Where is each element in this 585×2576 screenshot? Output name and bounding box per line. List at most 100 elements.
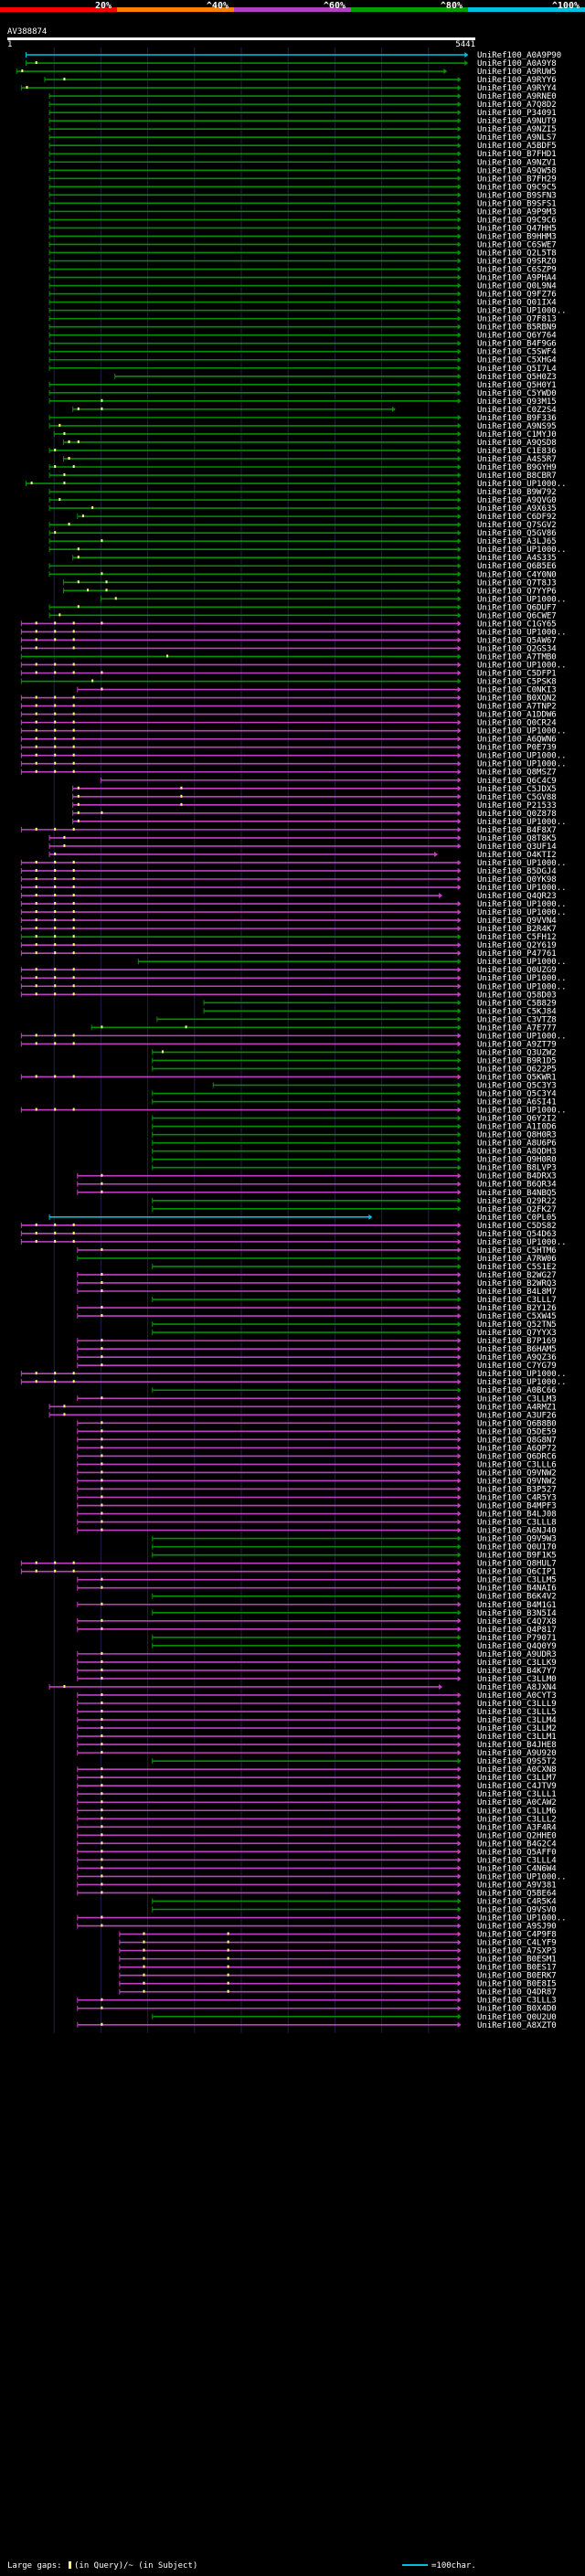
hit-row[interactable]: UniRef100_UP1000.. [77,1914,567,1924]
hit-row[interactable]: UniRef100_Q01IX4 [48,299,557,308]
hit-row[interactable]: UniRef100_C0PL05 [48,1214,557,1223]
hit-row[interactable]: UniRef100_UP1000.. [100,595,567,604]
hit-row[interactable]: UniRef100_B8CBR7 [48,472,557,481]
hit-label[interactable]: UniRef100_UP1000.. [477,546,567,555]
hit-label[interactable]: UniRef100_B6QR34 [477,1181,557,1190]
hit-row[interactable]: UniRef100_Q54D63 [20,1230,557,1239]
hit-label[interactable]: UniRef100_B3N5I4 [477,1609,557,1618]
hit-label[interactable]: UniRef100_C5FH12 [477,933,557,942]
hit-label[interactable]: UniRef100_A9U920 [477,1749,557,1758]
hit-label[interactable]: UniRef100_C3LLM2 [477,1724,557,1733]
hit-row[interactable]: UniRef100_Q7SGV2 [48,521,557,530]
hit-row[interactable]: UniRef100_B7P169 [77,1337,557,1346]
hit-row[interactable]: UniRef100_C4R5Y3 [77,1494,557,1503]
hit-label[interactable]: UniRef100_A9QSD8 [477,439,557,448]
hit-row[interactable]: UniRef100_B0XQN2 [20,694,557,704]
hit-row[interactable]: UniRef100_Q7T8J3 [62,578,557,588]
hit-row[interactable]: UniRef100_UP1000.. [20,1370,567,1379]
hit-row[interactable]: UniRef100_A4RMZ1 [48,1403,557,1412]
hit-label[interactable]: UniRef100_P79071 [477,1634,557,1643]
hit-label[interactable]: UniRef100_A9V381 [477,1881,557,1890]
hit-row[interactable]: UniRef100_A9X635 [48,504,557,514]
hit-row[interactable]: UniRef100_UP1000.. [72,818,567,827]
hit-label[interactable]: UniRef100_C5S1E2 [477,1263,557,1272]
hit-row[interactable]: UniRef100_UP1000.. [20,900,567,909]
hit-label[interactable]: UniRef100_A9P9M3 [477,207,557,217]
hit-label[interactable]: UniRef100_B9F1K5 [477,1552,557,1561]
hit-label[interactable]: UniRef100_Q8T8K5 [477,834,557,843]
hit-label[interactable]: UniRef100_Q0Z878 [477,810,557,819]
hit-row[interactable]: UniRef100_A6NJ40 [77,1527,557,1536]
hit-label[interactable]: UniRef100_A6SI41 [477,1098,557,1108]
hit-label[interactable]: UniRef100_A9X635 [477,504,557,514]
hit-label[interactable]: UniRef100_A0A9P90 [477,51,561,60]
hit-row[interactable]: UniRef100_UP1000.. [20,859,567,868]
hit-row[interactable]: UniRef100_P21533 [72,801,557,811]
hit-row[interactable]: UniRef100_B0X4D0 [77,2005,557,2014]
hit-label[interactable]: UniRef100_A1DDW6 [477,711,557,720]
hit-row[interactable]: UniRef100_B4NBQ5 [77,1189,557,1198]
hit-row[interactable]: UniRef100_C3LLL8 [77,1519,557,1528]
hit-row[interactable]: UniRef100_C4LYF9 [119,1939,557,1948]
hit-row[interactable]: UniRef100_C3LLL3 [77,1997,557,2006]
hit-label[interactable]: UniRef100_Q4QR23 [477,892,557,901]
hit-row[interactable]: UniRef100_A9QVG0 [48,496,557,505]
hit-row[interactable]: UniRef100_A6QWN6 [20,736,557,745]
hit-label[interactable]: UniRef100_Q01IX4 [477,299,557,308]
hit-row[interactable]: UniRef100_UP1000.. [25,480,567,489]
hit-row[interactable]: UniRef100_A9QSD8 [62,439,557,448]
hit-row[interactable]: UniRef100_B9F336 [48,414,557,423]
hit-row[interactable]: UniRef100_C0NKI3 [77,686,557,695]
hit-label[interactable]: UniRef100_UP1000.. [477,307,567,316]
hit-row[interactable]: UniRef100_UP1000.. [20,884,567,893]
hit-row[interactable]: UniRef100_A9QW58 [48,166,557,175]
hit-label[interactable]: UniRef100_Q8MSZ7 [477,769,557,778]
hit-label[interactable]: UniRef100_B4JHE8 [477,1741,557,1750]
hit-row[interactable]: UniRef100_B8LVP3 [152,1164,557,1173]
hit-row[interactable]: UniRef100_Q47HH5 [48,224,557,233]
hit-label[interactable]: UniRef100_Q6B5E6 [477,562,557,571]
hit-row[interactable]: UniRef100_A9UDR3 [77,1650,557,1659]
hit-row[interactable]: UniRef100_A0CYT3 [77,1691,557,1701]
hit-label[interactable]: UniRef100_C3LLM4 [477,1716,557,1725]
hit-label[interactable]: UniRef100_C1MYJ0 [477,430,557,440]
hit-label[interactable]: UniRef100_Q6C4C9 [477,777,557,786]
hit-label[interactable]: UniRef100_B4LJ08 [477,1511,557,1520]
hit-row[interactable]: UniRef100_A0BC66 [152,1386,557,1395]
hit-label[interactable]: UniRef100_C3LLM7 [477,1774,557,1783]
hit-row[interactable]: UniRef100_C5JDX5 [72,785,557,794]
hit-label[interactable]: UniRef100_UP1000.. [477,1872,567,1882]
hit-row[interactable]: UniRef100_B3N5I4 [152,1609,557,1618]
hit-row[interactable]: UniRef100_B4F9G6 [48,340,557,349]
hit-row[interactable]: UniRef100_B9SFN3 [48,191,557,200]
hit-row[interactable]: UniRef100_C0Z2S4 [72,406,557,415]
hit-row[interactable]: UniRef100_Q3UF14 [48,843,557,852]
hit-row[interactable]: UniRef100_Q5C3Y4 [152,1090,557,1099]
hit-row[interactable]: UniRef100_B7FHD1 [48,150,557,159]
hit-label[interactable]: UniRef100_B0ESM1 [477,1956,557,1965]
hit-label[interactable]: UniRef100_Q9VNW2 [477,1468,557,1478]
hit-label[interactable]: UniRef100_Q5I7L4 [477,365,557,374]
hit-row[interactable]: UniRef100_Q4P817 [77,1626,557,1635]
hit-row[interactable]: UniRef100_B9R1D5 [152,1056,557,1065]
hit-row[interactable]: UniRef100_A7TMB0 [20,652,557,662]
hit-label[interactable]: UniRef100_Q6Y764 [477,332,557,341]
hit-row[interactable]: UniRef100_Q2L5T8 [48,249,557,258]
hit-row[interactable]: UniRef100_A9QZ36 [77,1353,557,1362]
hit-label[interactable]: UniRef100_UP1000.. [477,818,567,827]
hit-label[interactable]: UniRef100_UP1000.. [477,1378,567,1387]
hit-label[interactable]: UniRef100_A9RUW5 [477,68,557,77]
hit-label[interactable]: UniRef100_A9SJ90 [477,1923,557,1932]
hit-label[interactable]: UniRef100_B2WRQ3 [477,1279,557,1288]
hit-row[interactable]: UniRef100_A9RYY6 [44,76,557,85]
hit-row[interactable]: UniRef100_C3LLM3 [77,1394,557,1404]
hit-row[interactable]: UniRef100_C4Y0N0 [48,570,557,579]
hit-row[interactable]: UniRef100_Q5KWR1 [20,1073,557,1082]
hit-row[interactable]: UniRef100_Q8MSZ7 [20,769,557,778]
hit-label[interactable]: UniRef100_C3LLL2 [477,1815,557,1824]
hit-row[interactable]: UniRef100_Q9SRZ0 [48,258,557,267]
hit-label[interactable]: UniRef100_B5DGJ4 [477,867,557,876]
hit-row[interactable]: UniRef100_A3F4R4 [77,1823,557,1832]
hit-row[interactable]: UniRef100_B9SFS1 [48,199,557,208]
hit-row[interactable]: UniRef100_Q2Y619 [20,941,557,950]
